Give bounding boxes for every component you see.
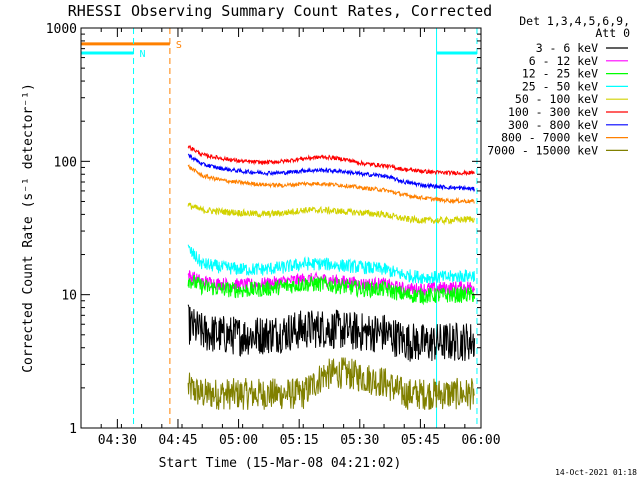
x-axis: 04:30 04:45 05:00 05:15 05:30 05:45 06:00 [80,28,501,448]
legend-entry-label: 50 - 100 keV [515,92,598,106]
y-tick-label: 10 [61,289,77,304]
series-line-12-25-kev [187,275,476,306]
y-tick-label: 1000 [46,22,77,37]
x-axis-label: Start Time (15-Mar-08 04:21:02) [159,456,402,471]
flag-label: N [140,49,146,60]
legend-entry-label: 25 - 50 keV [522,79,598,93]
series-line-50-100-kev [187,202,476,226]
plot-frame [80,27,482,429]
x-tick-label: 05:15 [280,433,319,448]
y-axis: 1 10 100 1000 [46,22,481,437]
x-tick-label: 05:30 [340,433,379,448]
x-tick-label: 05:45 [401,433,440,448]
legend-entry-label: 6 - 12 keV [529,54,598,68]
annotations: NS [81,28,478,428]
legend-entry-label: 7000 - 15000 keV [487,143,598,157]
chart-title: RHESSI Observing Summary Count Rates, Co… [68,2,492,20]
legend-entry-label: 100 - 300 keV [508,105,598,119]
series-line-800-7000-kev [187,164,475,205]
series-layer [187,144,476,410]
legend-header: Det 1,3,4,5,6,9, [519,14,630,28]
series-line-7000-15000-kev [187,357,475,410]
series-line-25-50-kev [187,244,476,285]
legend-entry-label: 800 - 7000 keV [501,131,598,145]
generation-timestamp: 14-Oct-2021 01:18 [555,468,637,477]
y-tick-label: 1 [69,422,77,437]
legend-entry-label: 12 - 25 keV [522,67,598,81]
series-line-300-800-kev [187,153,476,193]
x-tick-label: 06:00 [461,433,500,448]
x-tick-label: 05:00 [219,433,258,448]
series-line-100-300-kev [187,144,475,177]
y-tick-label: 100 [54,155,77,170]
legend-entry-label: 300 - 800 keV [508,118,598,132]
series-line-3-6-kev [187,304,476,362]
legend-header: Att 0 [595,26,630,40]
x-tick-label: 04:45 [158,433,197,448]
y-axis-label: Corrected Count Rate (s⁻¹ detector⁻¹) [21,83,36,373]
flag-label: S [176,40,182,51]
legend-entry-label: 3 - 6 keV [536,41,598,55]
x-tick-label: 04:30 [98,433,137,448]
